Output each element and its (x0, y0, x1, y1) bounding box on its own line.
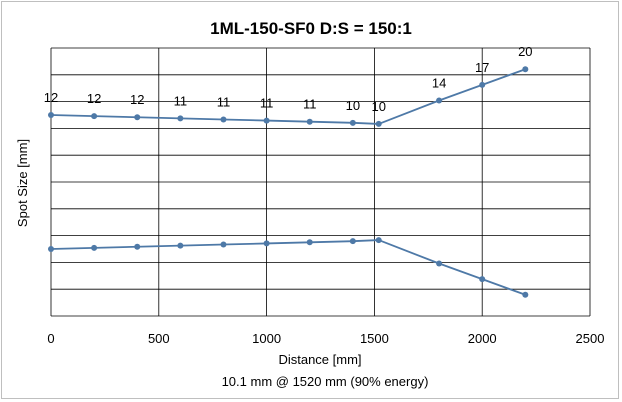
data-label: 14 (432, 75, 446, 90)
data-label: 12 (44, 90, 58, 105)
lower-data-point (479, 276, 486, 283)
upper-data-point (522, 66, 529, 73)
chart-title: 1ML-150-SF0 D:S = 150:1 (210, 19, 412, 38)
upper-data-point (479, 81, 486, 88)
data-label: 17 (475, 60, 489, 75)
chart-footnote: 10.1 mm @ 1520 mm (90% energy) (222, 374, 429, 389)
label-layer: 12 12 12 11 11 11 11 10 10 14 17 20 (44, 44, 533, 114)
upper-data-point (134, 114, 141, 121)
data-label: 12 (87, 91, 101, 106)
data-label: 12 (130, 92, 144, 107)
lower-data-point (48, 246, 54, 252)
series-layer (48, 66, 529, 298)
data-label: 11 (260, 96, 274, 111)
lower-data-point (177, 242, 184, 249)
data-label: 11 (303, 97, 317, 112)
upper-data-point (306, 118, 313, 125)
x-axis-title: Distance [mm] (278, 352, 361, 367)
x-tick-layer: 0 500 1000 1500 2000 2500 (47, 331, 604, 346)
lower-data-point (134, 243, 141, 250)
upper-series-line (50, 68, 526, 125)
lower-data-point (349, 238, 356, 245)
lower-data-point (263, 240, 270, 247)
upper-data-point (177, 115, 184, 122)
x-tick-label: 2500 (576, 331, 605, 346)
upper-data-point (436, 97, 443, 104)
lower-data-point (91, 244, 98, 251)
x-tick-label: 1500 (360, 331, 389, 346)
upper-data-point (91, 113, 98, 120)
data-label: 10 (371, 99, 385, 114)
upper-data-point (263, 117, 270, 124)
grid-layer (50, 47, 591, 317)
upper-data-point (349, 119, 356, 126)
x-tick-label: 0 (47, 331, 54, 346)
data-label: 11 (174, 93, 188, 108)
x-tick-label: 2000 (468, 331, 497, 346)
data-label: 11 (217, 94, 231, 109)
lower-series-line (50, 239, 526, 296)
upper-data-point (220, 116, 227, 123)
lower-data-point (375, 237, 382, 244)
lower-data-point (220, 241, 227, 248)
upper-data-point (48, 112, 54, 118)
y-axis-title: Spot Size [mm] (15, 139, 30, 227)
lower-data-point (522, 291, 529, 298)
x-tick-label: 500 (148, 331, 170, 346)
upper-data-point (375, 120, 382, 127)
data-label: 10 (346, 98, 360, 113)
x-tick-label: 1000 (252, 331, 281, 346)
lower-data-point (436, 260, 443, 267)
data-label: 20 (518, 44, 532, 59)
lower-data-point (306, 239, 313, 246)
